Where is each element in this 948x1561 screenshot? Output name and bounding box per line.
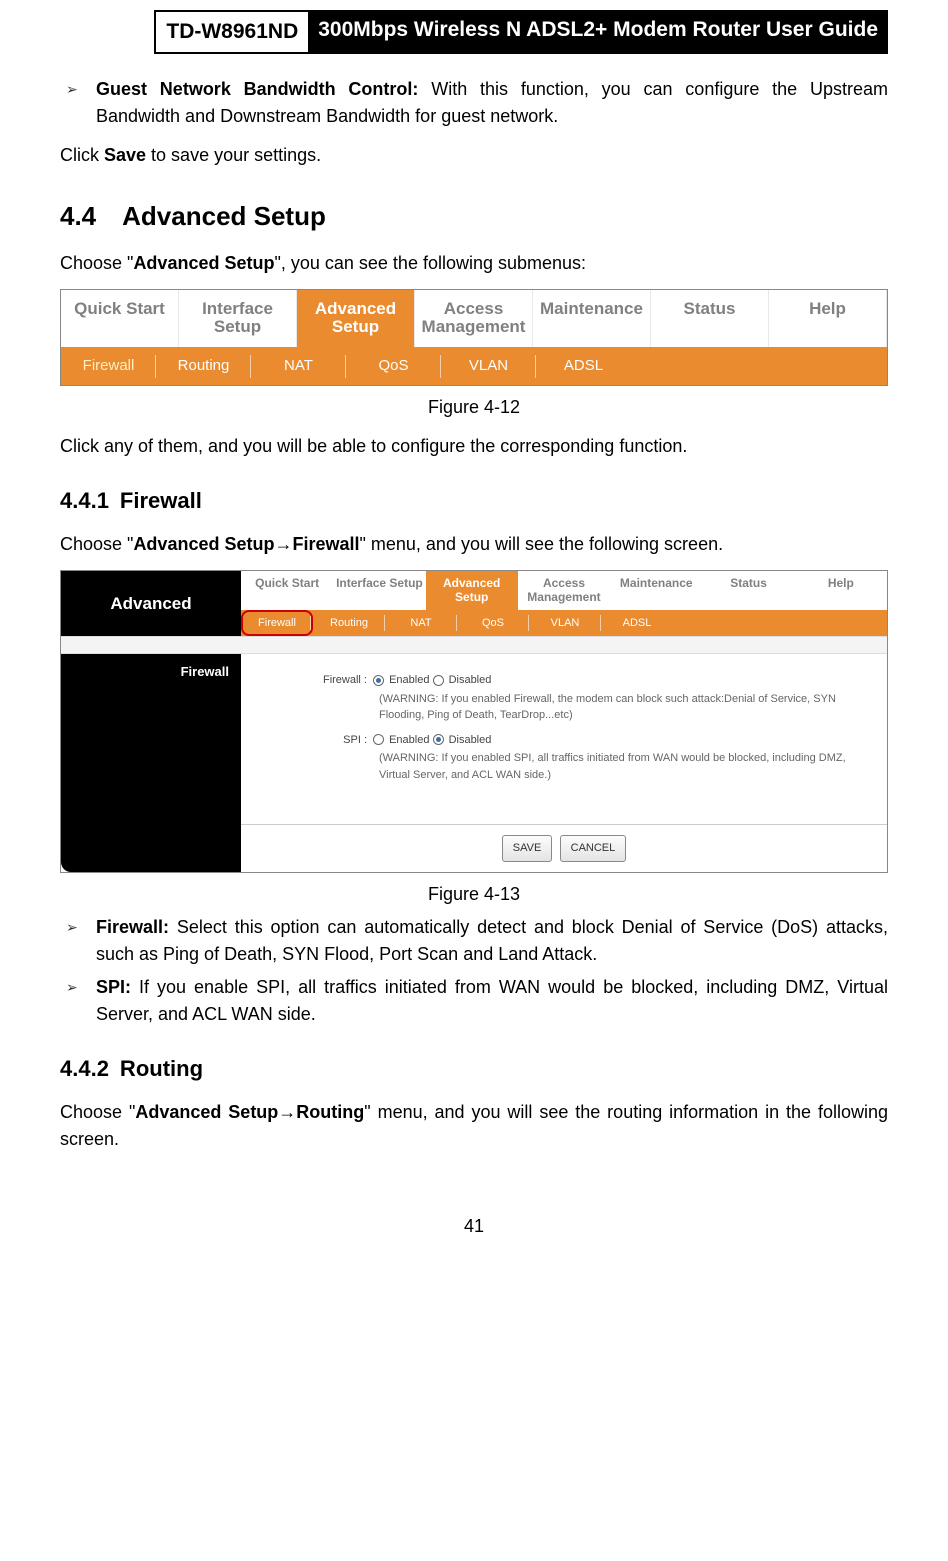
firewall-warning: (WARNING: If you enabled Firewall, the m… <box>253 691 875 724</box>
bullet-spi: ➢ SPI: If you enable SPI, all traffics i… <box>60 974 888 1028</box>
save-button[interactable]: SAVE <box>502 835 553 862</box>
spi-enabled-radio[interactable] <box>373 734 384 745</box>
firewall-enabled-radio[interactable] <box>373 675 384 686</box>
fig413-sub-tabs: Firewall Routing NAT QoS VLAN ADSL <box>241 610 887 637</box>
section-4-4-heading: 4.4 Advanced Setup <box>60 197 888 236</box>
fig413-tab-quick-start[interactable]: Quick Start <box>241 571 333 609</box>
sec44-intro: Choose "Advanced Setup", you can see the… <box>60 250 888 277</box>
figure-4-13-caption: Figure 4-13 <box>60 881 888 908</box>
spi-disabled-radio[interactable] <box>433 734 444 745</box>
subtab-qos[interactable]: QoS <box>346 347 441 386</box>
doc-header: TD-W8961ND 300Mbps Wireless N ADSL2+ Mod… <box>60 10 888 54</box>
fig413-button-row: SAVE CANCEL <box>241 824 887 872</box>
fig413-top-tabs: Quick Start Interface Setup Advanced Set… <box>241 571 887 609</box>
fig413-tab-access-management[interactable]: Access Management <box>518 571 610 609</box>
fig413-subtab-routing[interactable]: Routing <box>313 610 385 637</box>
figure-4-12-nav: Quick Start Interface Setup Advanced Set… <box>60 289 888 387</box>
bullet-label: Firewall: <box>96 917 169 937</box>
model-number: TD-W8961ND <box>154 10 308 54</box>
fig413-side-title: Advanced <box>61 571 241 636</box>
fig413-subtab-nat[interactable]: NAT <box>385 610 457 637</box>
bullet-label: SPI: <box>96 977 131 997</box>
sec442-intro: Choose "Advanced Setup→Routing" menu, an… <box>60 1099 888 1153</box>
bullet-guest-bandwidth: ➢ Guest Network Bandwidth Control: With … <box>60 76 888 130</box>
fig413-section-label: Firewall <box>61 654 241 824</box>
subtab-routing[interactable]: Routing <box>156 347 251 386</box>
bullet-text: If you enable SPI, all traffics initiate… <box>96 977 888 1024</box>
click-save-line: Click Save to save your settings. <box>60 142 888 169</box>
doc-title: 300Mbps Wireless N ADSL2+ Modem Router U… <box>308 10 888 54</box>
fig413-side-footer <box>61 824 241 872</box>
fig413-body: Firewall : Enabled Disabled (WARNING: If… <box>241 654 887 824</box>
fig413-tab-advanced-setup[interactable]: Advanced Setup <box>426 571 518 609</box>
bullet-firewall: ➢ Firewall: Select this option can autom… <box>60 914 888 968</box>
firewall-label: Firewall : <box>253 672 373 689</box>
tab-status[interactable]: Status <box>651 290 769 347</box>
tab-maintenance[interactable]: Maintenance <box>533 290 651 347</box>
sec441-intro: Choose "Advanced Setup→Firewall" menu, a… <box>60 531 888 558</box>
spi-enabled-text: Enabled <box>389 734 429 746</box>
subtab-vlan[interactable]: VLAN <box>441 347 536 386</box>
bullet-marker-icon: ➢ <box>60 914 96 968</box>
tab-interface-setup[interactable]: Interface Setup <box>179 290 297 347</box>
subtab-adsl[interactable]: ADSL <box>536 347 631 386</box>
cancel-button[interactable]: CANCEL <box>560 835 627 862</box>
fig413-tab-maintenance[interactable]: Maintenance <box>610 571 702 609</box>
tab-advanced-setup[interactable]: Advanced Setup <box>297 290 415 347</box>
bullet-label: Guest Network Bandwidth Control: <box>96 79 418 99</box>
tab-access-management[interactable]: Access Management <box>415 290 533 347</box>
bullet-marker-icon: ➢ <box>60 76 96 130</box>
fig413-side-header: Advanced <box>61 571 241 636</box>
section-4-4-2-heading: 4.4.2 Routing <box>60 1052 888 1085</box>
spi-label: SPI : <box>253 732 373 749</box>
fig413-spacer <box>61 636 887 654</box>
nav-top-tabs: Quick Start Interface Setup Advanced Set… <box>61 290 887 347</box>
fig413-subtab-firewall[interactable]: Firewall <box>241 610 313 637</box>
bullet-marker-icon: ➢ <box>60 974 96 1028</box>
fig413-subtab-vlan[interactable]: VLAN <box>529 610 601 637</box>
firewall-disabled-radio[interactable] <box>433 675 444 686</box>
fig413-tab-help[interactable]: Help <box>795 571 887 609</box>
subtab-nat[interactable]: NAT <box>251 347 346 386</box>
fig413-tab-status[interactable]: Status <box>702 571 794 609</box>
spi-warning: (WARNING: If you enabled SPI, all traffi… <box>253 750 875 783</box>
figure-4-12-caption: Figure 4-12 <box>60 394 888 421</box>
fig413-subtab-adsl[interactable]: ADSL <box>601 610 673 637</box>
nav-sub-tabs: Firewall Routing NAT QoS VLAN ADSL <box>61 347 887 386</box>
firewall-disabled-text: Disabled <box>449 674 492 686</box>
figure-4-13-screen: Advanced Quick Start Interface Setup Adv… <box>60 570 888 872</box>
fig413-tab-interface-setup[interactable]: Interface Setup <box>333 571 425 609</box>
page-number: 41 <box>60 1213 888 1240</box>
after-fig412: Click any of them, and you will be able … <box>60 433 888 460</box>
section-4-4-1-heading: 4.4.1 Firewall <box>60 484 888 517</box>
subtab-firewall[interactable]: Firewall <box>61 347 156 386</box>
tab-help[interactable]: Help <box>769 290 887 347</box>
fig413-subtab-qos[interactable]: QoS <box>457 610 529 637</box>
firewall-enabled-text: Enabled <box>389 674 429 686</box>
tab-quick-start[interactable]: Quick Start <box>61 290 179 347</box>
bullet-text: Select this option can automatically det… <box>96 917 888 964</box>
spi-disabled-text: Disabled <box>449 734 492 746</box>
